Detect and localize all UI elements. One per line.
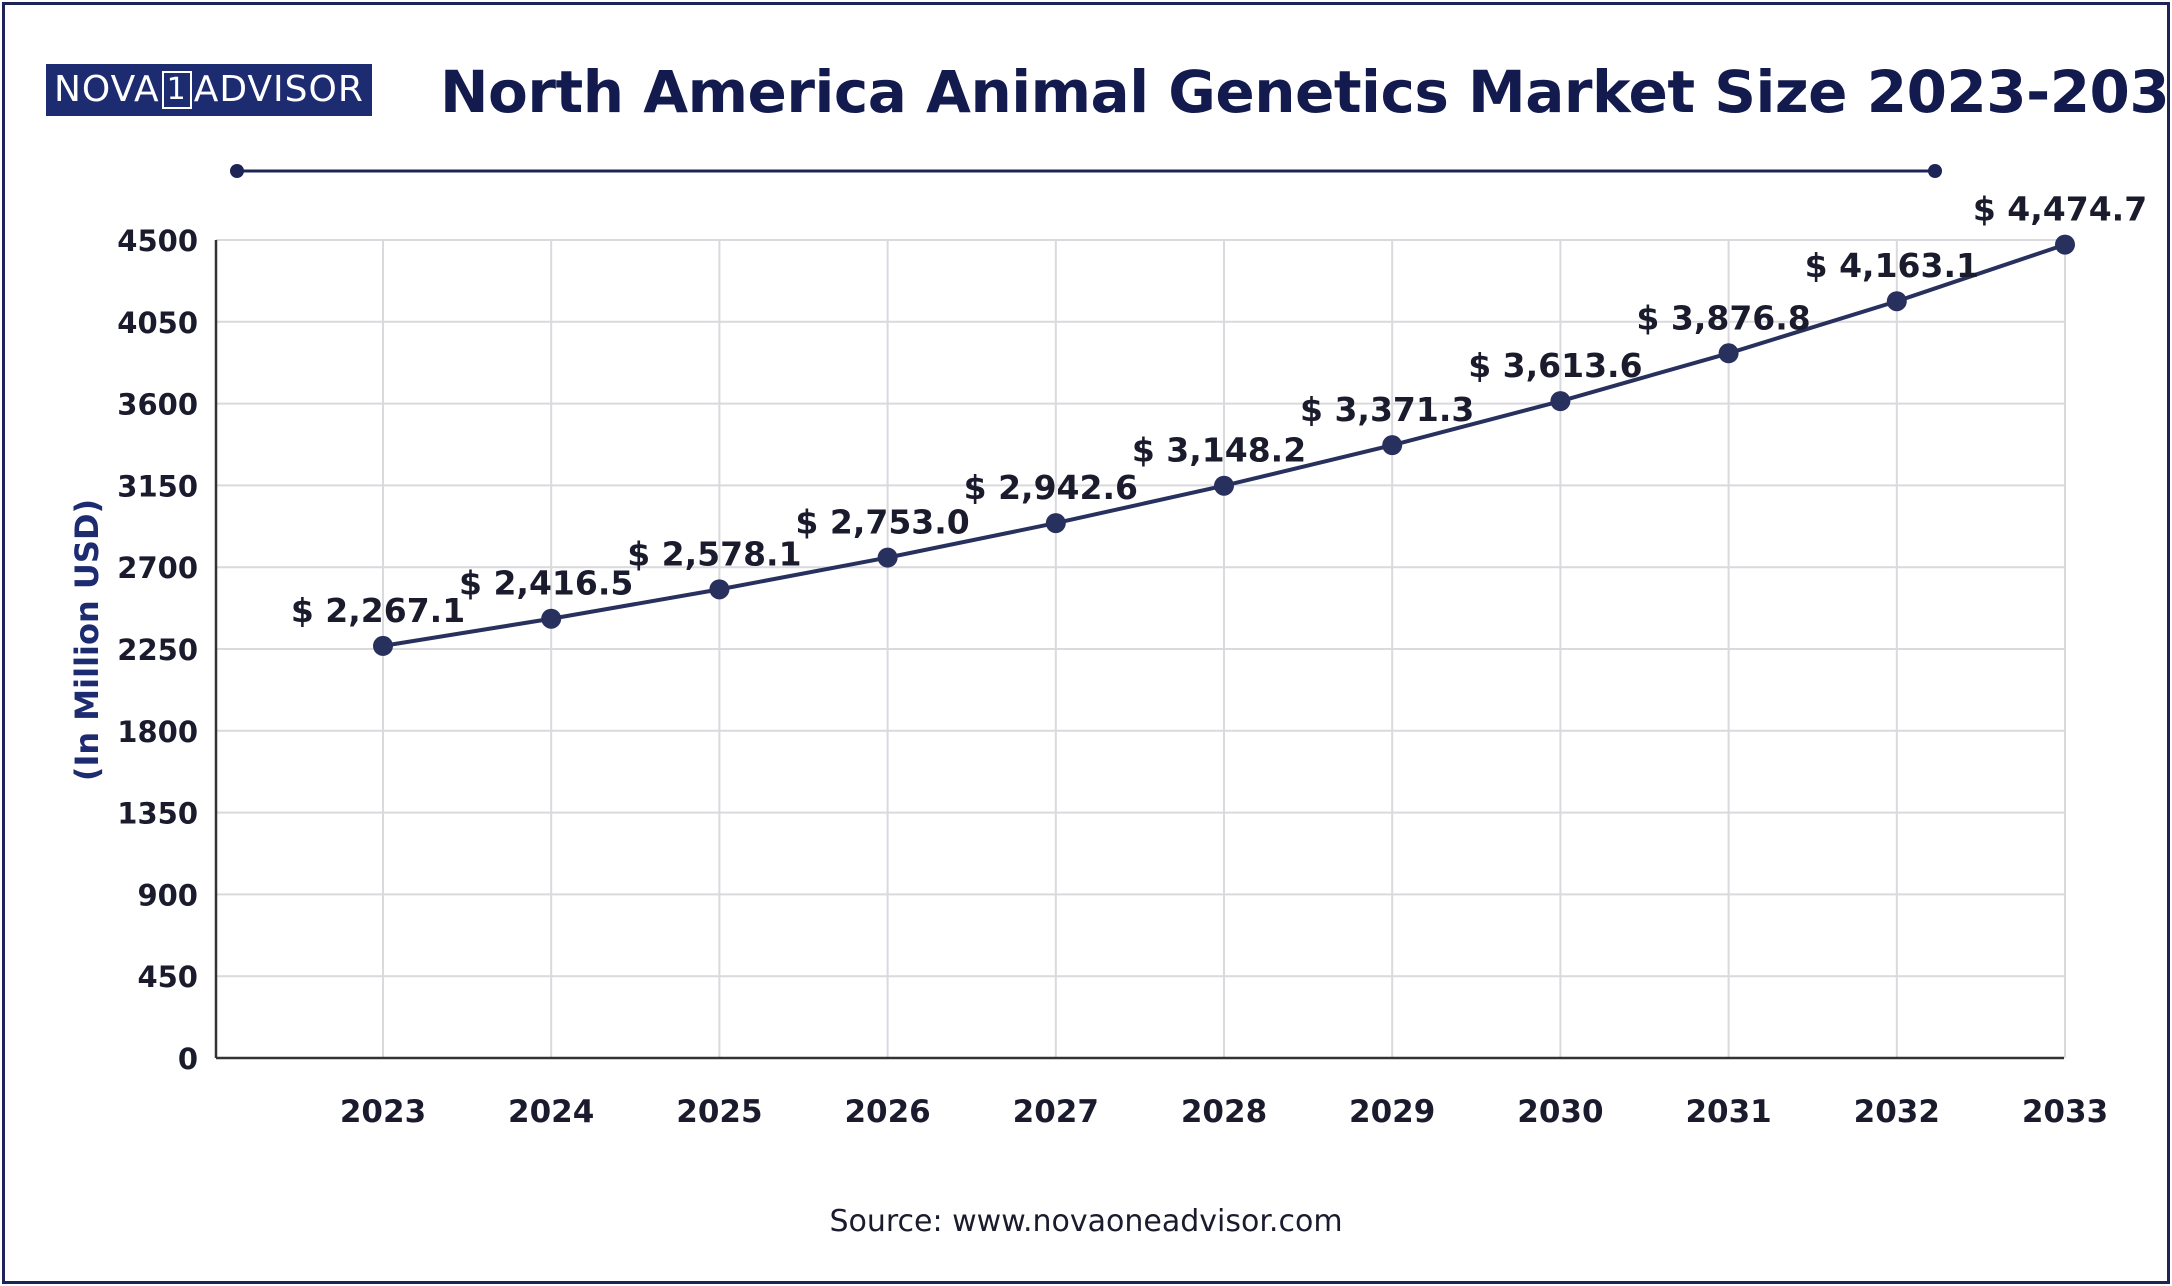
data-point-2027 bbox=[1045, 513, 1066, 534]
x-tick-label-2031: 2031 bbox=[1685, 1094, 1771, 1130]
data-point-2023 bbox=[373, 635, 393, 656]
x-tick-label-2028: 2028 bbox=[1181, 1094, 1267, 1130]
x-tick-label-2024: 2024 bbox=[508, 1094, 594, 1130]
data-point-2024 bbox=[541, 608, 562, 629]
source-note: Source: www.novaoneadvisor.com bbox=[829, 1204, 1343, 1239]
y-tick-label-3150: 3150 bbox=[117, 469, 198, 503]
data-label-2027: $ 2,942.6 bbox=[964, 468, 1138, 507]
data-label-2026: $ 2,753.0 bbox=[795, 503, 969, 542]
data-label-2030: $ 3,613.6 bbox=[1468, 346, 1642, 385]
brand-logo-left: NOVA bbox=[54, 69, 160, 110]
x-tick-label-2029: 2029 bbox=[1349, 1094, 1435, 1130]
data-label-2029: $ 3,371.3 bbox=[1300, 390, 1474, 429]
x-tick-label-2026: 2026 bbox=[844, 1094, 930, 1130]
chart-title: North America Animal Genetics Market Siz… bbox=[440, 58, 2172, 126]
data-point-2032 bbox=[1886, 291, 1907, 312]
y-tick-label-4050: 4050 bbox=[117, 306, 198, 340]
data-point-2030 bbox=[1550, 391, 1571, 412]
x-tick-label-2023: 2023 bbox=[340, 1094, 426, 1130]
data-label-2032: $ 4,163.1 bbox=[1805, 246, 1979, 285]
data-point-2028 bbox=[1214, 475, 1234, 496]
y-tick-label-2250: 2250 bbox=[117, 633, 198, 667]
data-point-2029 bbox=[1382, 435, 1403, 456]
data-label-2031: $ 3,876.8 bbox=[1636, 298, 1810, 337]
data-label-2028: $ 3,148.2 bbox=[1132, 431, 1306, 470]
y-axis-label: (In Million USD) bbox=[68, 498, 106, 782]
y-tick-label-0: 0 bbox=[178, 1042, 198, 1076]
y-tick-label-450: 450 bbox=[137, 960, 198, 994]
axis-layer: 0 450 900 1350 1800 2250 2700 3150 3600 4050 4500 2… bbox=[117, 224, 2108, 1130]
data-point-2033 bbox=[2055, 234, 2075, 255]
x-tick-label-2027: 2027 bbox=[1013, 1094, 1099, 1130]
data-label-2023: $ 2,267.1 bbox=[291, 591, 465, 630]
data-point-2031 bbox=[1718, 343, 1739, 364]
data-point-2026 bbox=[877, 547, 898, 568]
brand-logo-right: ADVISOR bbox=[193, 69, 364, 110]
y-tick-label-1800: 1800 bbox=[117, 715, 198, 749]
label-layer: $ 2,267.1$ 2,416.5$ 2,578.1$ 2,753.0$ 2,… bbox=[291, 190, 2147, 630]
x-tick-label-2025: 2025 bbox=[676, 1094, 762, 1130]
x-tick-label-2032: 2032 bbox=[1854, 1094, 1940, 1130]
brand-logo-mid: 1 bbox=[161, 71, 192, 109]
brand-logo: NOVA 1 ADVISOR bbox=[46, 64, 372, 116]
x-tick-label-2030: 2030 bbox=[1517, 1094, 1603, 1130]
y-tick-label-3600: 3600 bbox=[117, 388, 198, 422]
point-layer bbox=[373, 234, 2075, 656]
y-tick-label-2700: 2700 bbox=[117, 551, 198, 585]
data-label-2025: $ 2,578.1 bbox=[627, 534, 801, 573]
y-tick-label-4500: 4500 bbox=[117, 224, 198, 258]
data-point-2025 bbox=[709, 579, 730, 600]
y-tick-label-900: 900 bbox=[137, 878, 198, 912]
y-tick-label-1350: 1350 bbox=[117, 797, 198, 831]
data-label-2033: $ 4,474.7 bbox=[1973, 190, 2147, 229]
x-tick-label-2033: 2033 bbox=[2022, 1094, 2108, 1130]
grid-layer bbox=[216, 239, 2066, 1058]
data-label-2024: $ 2,416.5 bbox=[459, 564, 633, 603]
